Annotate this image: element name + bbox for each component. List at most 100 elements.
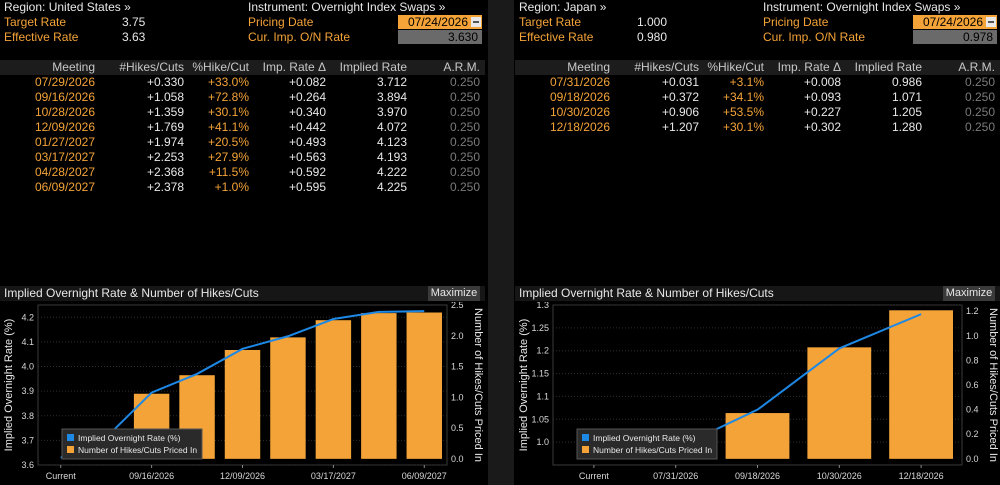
y-tick-label: 1.1 [536,391,549,401]
legend-swatch-bar [67,446,74,453]
cell-meeting: 12/18/2026 [549,120,610,134]
y2-axis-label: Number of Hikes/Cuts Priced In [987,308,999,462]
cell-arm: 0.250 [964,90,995,104]
chart-title: Implied Overnight Rate & Number of Hikes… [519,286,774,300]
cell-meeting: 04/28/2027 [34,165,95,179]
instrument-selector[interactable]: Instrument: Overnight Index Swaps » [763,0,961,14]
implied-rate-chart: 3.6 3.7 3.8 3.9 4.0 4.1 4.2 0.0 0.5 1.0 1.5 2.0 2.5 C… [3,302,484,481]
cell-pct-hike-cut: +30.1% [207,105,249,119]
x-tick-label: 12/09/2026 [220,471,265,481]
y2-tick-label: 0.2 [966,429,979,439]
cell-hikes-cuts: +1.207 [661,120,699,134]
calendar-dropdown-icon[interactable] [986,17,996,27]
cell-imp-rate-delta: +0.093 [803,90,841,104]
table-row[interactable]: 01/27/2027 +1.974 +20.5% +0.493 4.123 0.250 [0,135,485,150]
table-row[interactable]: 07/31/2026 +0.031 +3.1% +0.008 0.986 0.250 [515,75,1000,90]
pricing-date-value: 07/24/2026 [407,15,468,29]
cell-pct-hike-cut: +1.0% [214,180,249,194]
cell-hikes-cuts: +1.058 [146,90,184,104]
implied-rate-chart: 1.0 1.05 1.1 1.15 1.2 1.25 1.3 0.0 0.2 0.4 0.6 0.8 1… [518,302,999,481]
table-row[interactable]: 09/16/2026 +1.058 +72.8% +0.264 3.894 0.250 [0,90,485,105]
cell-imp-rate-delta: +0.227 [803,105,841,119]
table-row[interactable]: 07/29/2026 +0.330 +33.0% +0.082 3.712 0.250 [0,75,485,90]
cell-pct-hike-cut: +20.5% [207,135,249,149]
instrument-selector[interactable]: Instrument: Overnight Index Swaps » [248,0,446,14]
table-row[interactable]: 03/17/2027 +2.253 +27.9% +0.563 4.193 0.250 [0,150,485,165]
chart-title-bar: Implied Overnight Rate & Number of Hikes… [0,286,485,301]
effective-rate-value: 3.63 [122,30,146,44]
table-row[interactable]: 10/28/2026 +1.359 +30.1% +0.340 3.970 0.250 [0,105,485,120]
chart-title: Implied Overnight Rate & Number of Hikes… [4,286,259,300]
x-tick-label: 09/16/2026 [129,471,174,481]
table-row[interactable]: 09/18/2026 +0.372 +34.1% +0.093 1.071 0.250 [515,90,1000,105]
cell-hikes-cuts: +2.378 [146,180,184,194]
y2-tick-label: 1.0 [966,331,979,341]
column-header-meeting[interactable]: Meeting [52,60,95,74]
y2-tick-label: 0.6 [966,380,979,390]
legend-label: Number of Hikes/Cuts Priced In [78,445,197,455]
pricing-date-field[interactable]: 07/24/2026 [913,15,997,29]
bar-hikes-cuts [224,349,261,459]
cell-implied-rate: 1.205 [891,105,922,119]
cell-arm: 0.250 [964,75,995,89]
cell-implied-rate: 3.894 [376,90,407,104]
y-tick-label: 3.7 [21,435,34,445]
column-header-meeting[interactable]: Meeting [567,60,610,74]
cell-meeting: 01/27/2027 [34,135,95,149]
table-row[interactable]: 12/09/2026 +1.769 +41.1% +0.442 4.072 0.250 [0,120,485,135]
maximize-button[interactable]: Maximize [943,286,995,301]
table-row[interactable]: 06/09/2027 +2.378 +1.0% +0.595 4.225 0.250 [0,180,485,195]
column-header-arm[interactable]: A.R.M. [443,60,480,74]
column-header-hikes-cuts[interactable]: #Hikes/Cuts [119,60,184,74]
column-header-hikes-cuts[interactable]: #Hikes/Cuts [634,60,699,74]
column-header-arm[interactable]: A.R.M. [958,60,995,74]
cell-hikes-cuts: +1.769 [146,120,184,134]
y2-tick-label: 0.0 [451,454,464,464]
cell-implied-rate: 3.712 [376,75,407,89]
cell-hikes-cuts: +1.974 [146,135,184,149]
table-row[interactable]: 10/30/2026 +0.906 +53.5% +0.227 1.205 0.250 [515,105,1000,120]
cell-meeting: 10/28/2026 [34,105,95,119]
column-header-pct-hike-cut[interactable]: %Hike/Cut [707,60,764,74]
cell-arm: 0.250 [449,90,480,104]
y-tick-label: 3.9 [21,386,34,396]
cell-hikes-cuts: +0.372 [661,90,699,104]
x-tick-label: Current [46,471,77,481]
bar-hikes-cuts [406,312,443,459]
cell-arm: 0.250 [449,180,480,194]
column-header-pct-hike-cut[interactable]: %Hike/Cut [192,60,249,74]
column-header-imp-rate-delta[interactable]: Imp. Rate Δ [262,60,326,74]
pricing-date-label: Pricing Date [763,15,829,29]
cur-imp-rate-field[interactable]: 0.978 [913,30,997,44]
cell-hikes-cuts: +2.368 [146,165,184,179]
region-selector[interactable]: Region: United States » [4,0,131,14]
cell-pct-hike-cut: +11.5% [208,165,249,179]
column-header-implied-rate[interactable]: Implied Rate [854,60,922,74]
table-row[interactable]: 12/18/2026 +1.207 +30.1% +0.302 1.280 0.250 [515,120,1000,135]
x-tick-label: Current [579,471,610,481]
cur-imp-rate-field[interactable]: 3.630 [398,30,482,44]
cell-imp-rate-delta: +0.563 [288,150,326,164]
cell-imp-rate-delta: +0.493 [288,135,326,149]
region-selector[interactable]: Region: Japan » [519,0,607,14]
cell-arm: 0.250 [449,75,480,89]
y-tick-label: 3.8 [21,411,34,421]
cell-implied-rate: 4.123 [376,135,407,149]
y-tick-label: 1.15 [531,369,549,379]
table-header: Meeting #Hikes/Cuts %Hike/Cut Imp. Rate Δ Im… [0,60,485,75]
column-header-implied-rate[interactable]: Implied Rate [339,60,407,74]
pricing-date-field[interactable]: 07/24/2026 [398,15,482,29]
cell-imp-rate-delta: +0.442 [288,120,326,134]
table-row[interactable]: 04/28/2027 +2.368 +11.5% +0.592 4.222 0.250 [0,165,485,180]
column-header-imp-rate-delta[interactable]: Imp. Rate Δ [777,60,841,74]
cell-pct-hike-cut: +3.1% [729,75,764,89]
y2-tick-label: 0.0 [966,454,979,464]
calendar-dropdown-icon[interactable] [471,17,481,27]
target-rate-label: Target Rate [4,15,67,29]
cell-arm: 0.250 [449,120,480,134]
cell-meeting: 09/16/2026 [34,90,95,104]
y2-tick-label: 0.4 [966,405,979,415]
maximize-button[interactable]: Maximize [428,286,480,301]
cell-hikes-cuts: +0.031 [661,75,699,89]
cell-implied-rate: 4.225 [376,180,407,194]
